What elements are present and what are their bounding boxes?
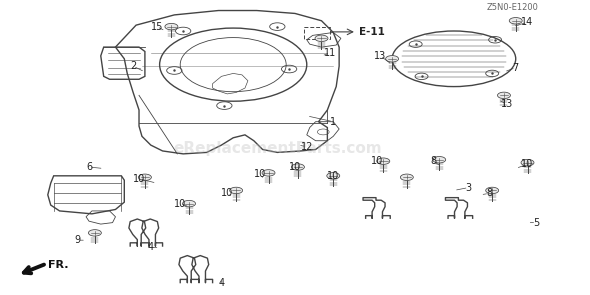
Circle shape xyxy=(291,164,304,170)
Circle shape xyxy=(432,157,445,163)
Text: 4: 4 xyxy=(148,242,154,253)
Circle shape xyxy=(315,35,328,42)
Text: 7: 7 xyxy=(513,63,519,73)
Text: 10: 10 xyxy=(327,171,339,181)
Circle shape xyxy=(262,170,275,176)
Text: 2: 2 xyxy=(130,61,136,71)
Text: 12: 12 xyxy=(300,142,313,152)
Circle shape xyxy=(182,200,195,207)
Circle shape xyxy=(377,158,390,164)
Text: 13: 13 xyxy=(374,51,386,61)
Text: 10: 10 xyxy=(254,169,266,179)
Text: 10: 10 xyxy=(371,156,384,166)
Text: 4: 4 xyxy=(218,278,224,288)
Circle shape xyxy=(386,55,399,62)
Text: 3: 3 xyxy=(466,183,471,193)
Circle shape xyxy=(521,159,534,166)
Circle shape xyxy=(139,174,152,181)
Circle shape xyxy=(327,173,340,179)
Circle shape xyxy=(88,230,101,236)
Text: FR.: FR. xyxy=(48,260,68,270)
Text: 8: 8 xyxy=(486,189,492,198)
Circle shape xyxy=(497,92,510,99)
Circle shape xyxy=(230,187,242,194)
Circle shape xyxy=(509,17,522,24)
Text: 10: 10 xyxy=(522,159,533,169)
Text: 9: 9 xyxy=(74,235,80,245)
Text: E-11: E-11 xyxy=(359,27,385,37)
Text: 14: 14 xyxy=(522,17,533,27)
Text: eReplacementParts.com: eReplacementParts.com xyxy=(173,140,382,155)
Text: 6: 6 xyxy=(86,162,92,172)
Text: 8: 8 xyxy=(430,156,437,166)
Text: 15: 15 xyxy=(150,22,163,32)
Text: 10: 10 xyxy=(289,162,301,172)
Text: 11: 11 xyxy=(324,48,336,58)
Text: Z5N0-E1200: Z5N0-E1200 xyxy=(487,3,539,12)
Circle shape xyxy=(165,23,178,30)
Text: 10: 10 xyxy=(174,199,186,209)
Text: 10: 10 xyxy=(133,174,145,184)
Circle shape xyxy=(486,187,499,194)
Text: 1: 1 xyxy=(330,117,336,127)
Circle shape xyxy=(401,174,414,181)
Text: 5: 5 xyxy=(533,218,539,228)
Text: 10: 10 xyxy=(221,189,234,198)
Text: 13: 13 xyxy=(501,99,513,109)
